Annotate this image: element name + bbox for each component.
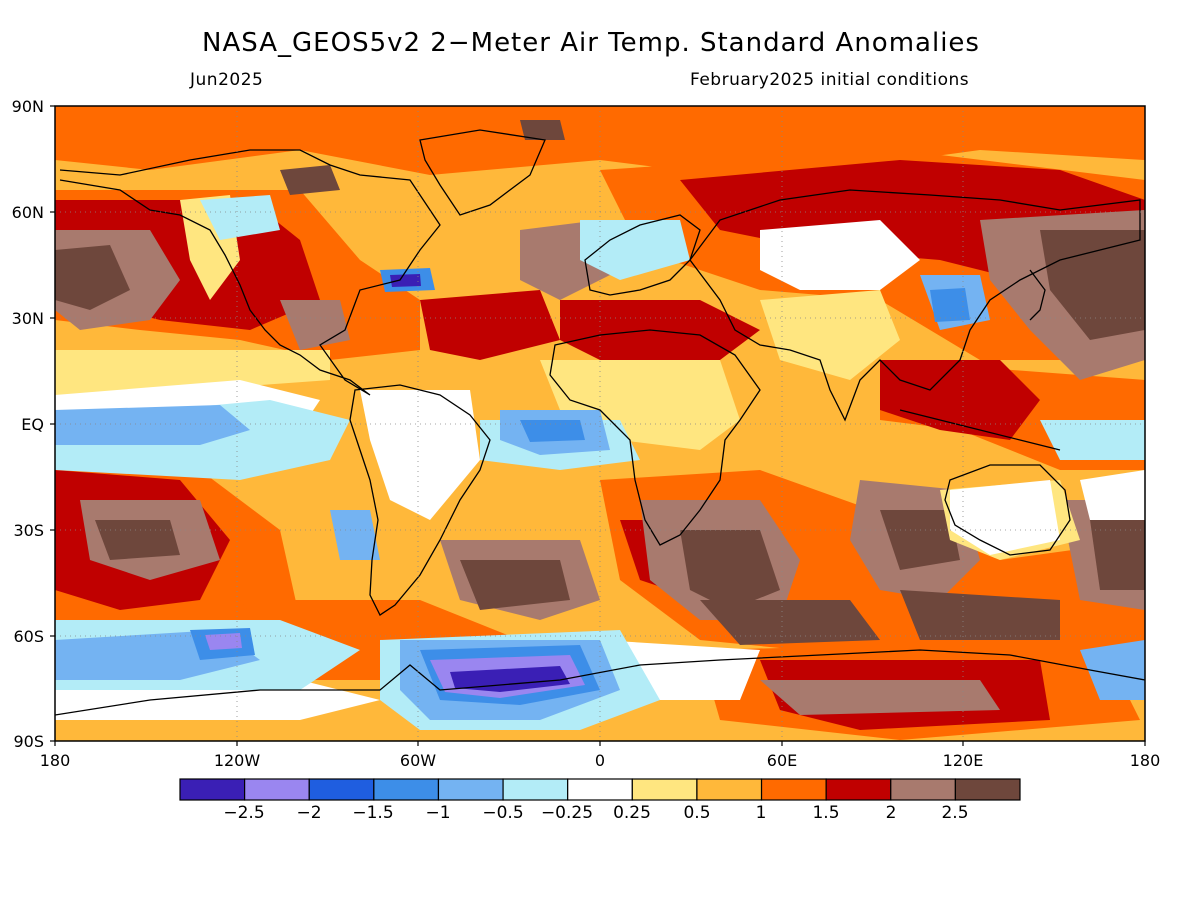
lon-label: 180 [40, 751, 71, 770]
asia-coast [689, 189, 1141, 422]
colorbar-swatch [244, 778, 310, 801]
colorbar-swatch [954, 778, 1021, 801]
colorbar-label: −2 [296, 803, 321, 823]
coastlines [55, 129, 1145, 716]
anomaly-field [55, 106, 1145, 741]
colorbar-swatch [502, 778, 569, 801]
axis-ticks [50, 105, 1146, 746]
colorbar-swatch [308, 778, 375, 801]
colorbar [179, 778, 1021, 801]
colorbar-label: 2.5 [941, 803, 968, 823]
antarctica-coast [55, 649, 1145, 716]
indonesia-coast [899, 409, 1061, 451]
colorbar-label: −0.5 [482, 803, 523, 823]
lon-label: 120W [214, 751, 261, 770]
colorbar-swatch [890, 778, 956, 801]
lon-label: 60W [400, 751, 436, 770]
colorbar-label: −1.5 [352, 803, 393, 823]
colorbar-swatch [760, 778, 827, 801]
lon-label: 180 [1130, 751, 1161, 770]
longitude-labels: 180 120W 60W 0 60E 120E 180 [40, 751, 1161, 770]
lon-label: 0 [595, 751, 605, 770]
colorbar-label: 1.5 [812, 803, 839, 823]
anomaly-band-below-minus-2.5 [390, 274, 570, 692]
colorbar-label: 2 [886, 803, 897, 823]
colorbar-label: 1 [756, 803, 767, 823]
greenland-coast [419, 129, 546, 216]
lat-label: 30S [13, 521, 44, 540]
colorbar-swatch [825, 778, 892, 801]
initial-conditions: February2025 initial conditions [690, 70, 970, 90]
colorbar-swatch [631, 778, 698, 801]
north-america-coast [59, 149, 441, 396]
lat-label: 60S [13, 627, 44, 646]
lat-label: 60N [12, 203, 44, 222]
australia-coast [944, 464, 1071, 556]
colorbar-swatch [179, 778, 246, 801]
colorbar-swatch [437, 778, 504, 801]
latitude-labels: 90N 60N 30N EQ 30S 60S 90S [12, 97, 44, 751]
colorbar-label: 0.5 [683, 803, 710, 823]
japan-coast [1029, 269, 1046, 321]
map-title: NASA_GEOS5v2 2−Meter Air Temp. Standard … [202, 28, 980, 58]
colorbar-label: −2.5 [223, 803, 264, 823]
lon-label: 120E [943, 751, 984, 770]
graticule [55, 106, 1145, 741]
south-america-coast [349, 384, 491, 616]
colorbar-swatch [373, 778, 440, 801]
lon-label: 60E [767, 751, 797, 770]
anomaly-band-above-2.5 [55, 120, 1145, 645]
colorbar-label: −1 [425, 803, 450, 823]
lat-label: 30N [12, 309, 44, 328]
colorbar-label: −0.25 [541, 803, 593, 823]
colorbar-label: 0.25 [613, 803, 651, 823]
lat-label: 90S [13, 732, 44, 751]
lat-label: 90N [12, 97, 44, 116]
colorbar-swatch [696, 778, 763, 801]
africa-coast [549, 329, 761, 546]
colorbar-swatch [567, 778, 633, 801]
colorbar-labels: −2.5 −2 −1.5 −1 −0.5 −0.25 0.25 0.5 1 1.… [223, 803, 968, 823]
forecast-month: Jun2025 [190, 70, 264, 90]
lat-label: EQ [21, 415, 44, 434]
